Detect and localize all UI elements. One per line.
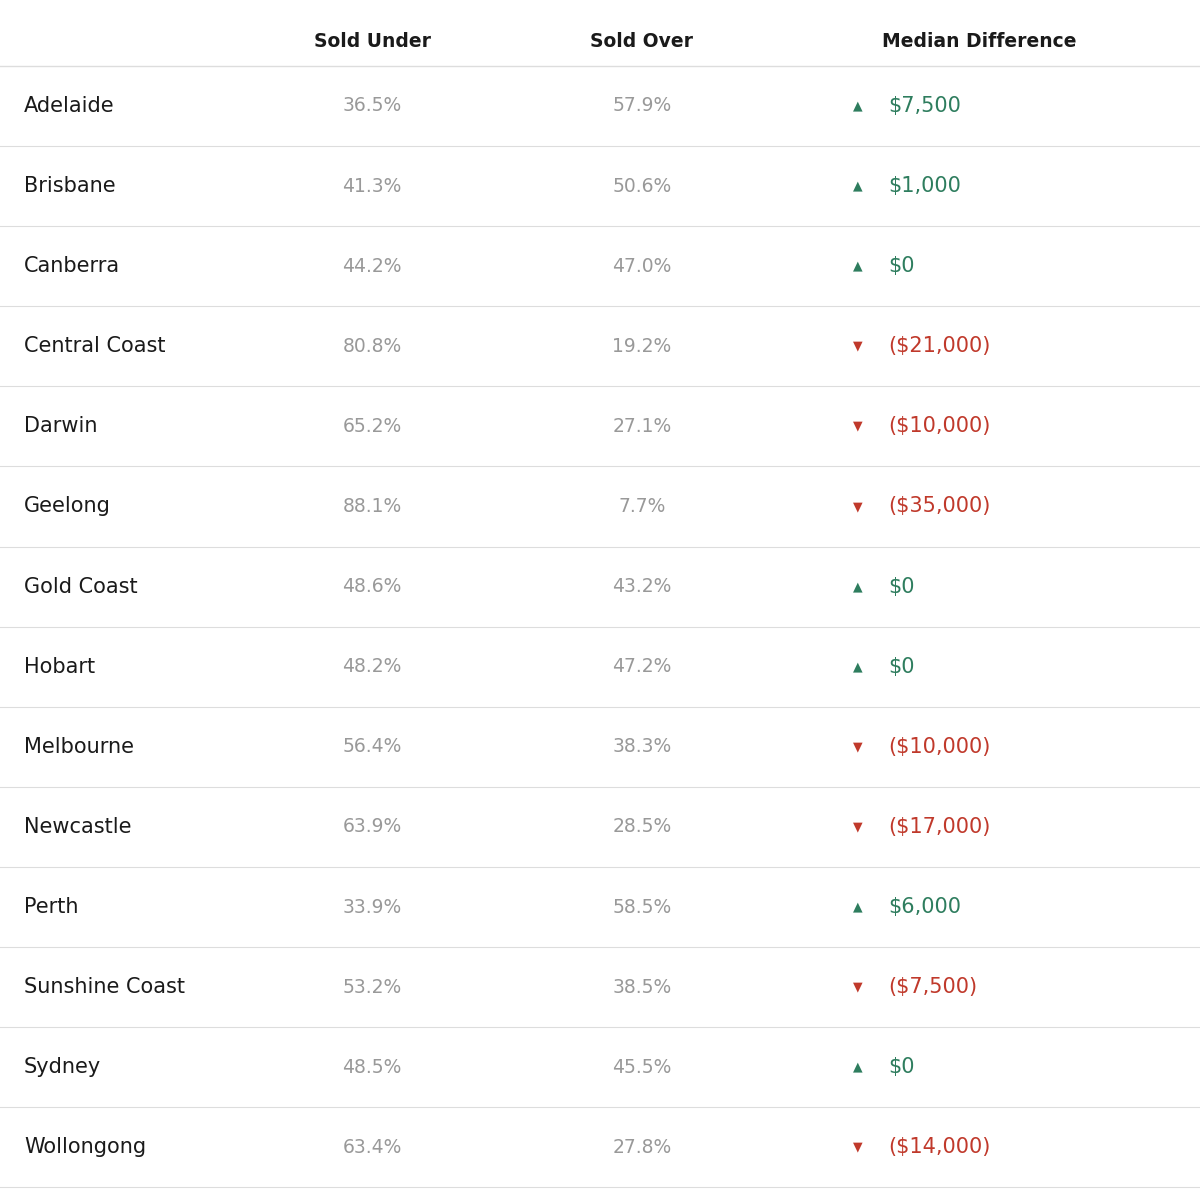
Text: 28.5%: 28.5% <box>612 818 672 837</box>
Text: Hobart: Hobart <box>24 657 95 676</box>
Text: Darwin: Darwin <box>24 417 97 437</box>
Text: 53.2%: 53.2% <box>342 978 402 997</box>
Text: 88.1%: 88.1% <box>342 497 402 516</box>
Text: 80.8%: 80.8% <box>342 336 402 356</box>
Text: 33.9%: 33.9% <box>342 898 402 917</box>
Text: ▼: ▼ <box>853 980 863 994</box>
Text: ($7,500): ($7,500) <box>888 977 977 997</box>
Text: Newcastle: Newcastle <box>24 816 132 837</box>
Text: ($35,000): ($35,000) <box>888 497 990 516</box>
Text: 56.4%: 56.4% <box>342 737 402 757</box>
Text: Wollongong: Wollongong <box>24 1137 146 1157</box>
Text: ▲: ▲ <box>853 99 863 113</box>
Text: Sydney: Sydney <box>24 1057 101 1077</box>
Text: ($17,000): ($17,000) <box>888 816 990 837</box>
Text: $0: $0 <box>888 577 914 596</box>
Text: 63.9%: 63.9% <box>342 818 402 837</box>
Text: ▼: ▼ <box>853 420 863 433</box>
Text: 44.2%: 44.2% <box>342 256 402 275</box>
Text: Gold Coast: Gold Coast <box>24 577 138 596</box>
Text: ▲: ▲ <box>853 581 863 593</box>
Text: 27.1%: 27.1% <box>612 417 672 436</box>
Text: ($10,000): ($10,000) <box>888 417 990 437</box>
Text: Sold Over: Sold Over <box>590 32 694 51</box>
Text: 65.2%: 65.2% <box>342 417 402 436</box>
Text: $7,500: $7,500 <box>888 96 961 116</box>
Text: 47.2%: 47.2% <box>612 657 672 676</box>
Text: 38.3%: 38.3% <box>612 737 672 757</box>
Text: 48.2%: 48.2% <box>342 657 402 676</box>
Text: $1,000: $1,000 <box>888 176 961 196</box>
Text: 48.6%: 48.6% <box>342 577 402 596</box>
Text: 48.5%: 48.5% <box>342 1058 402 1077</box>
Text: 47.0%: 47.0% <box>612 256 672 275</box>
Text: ▲: ▲ <box>853 180 863 193</box>
Text: ($14,000): ($14,000) <box>888 1137 990 1157</box>
Text: ($21,000): ($21,000) <box>888 336 990 357</box>
Text: 41.3%: 41.3% <box>342 176 402 195</box>
Text: 63.4%: 63.4% <box>342 1138 402 1156</box>
Text: ▼: ▼ <box>853 1141 863 1154</box>
Text: Melbourne: Melbourne <box>24 737 134 757</box>
Text: 27.8%: 27.8% <box>612 1138 672 1156</box>
Text: ▲: ▲ <box>853 260 863 273</box>
Text: Central Coast: Central Coast <box>24 336 166 357</box>
Text: 38.5%: 38.5% <box>612 978 672 997</box>
Text: Brisbane: Brisbane <box>24 176 115 196</box>
Text: 43.2%: 43.2% <box>612 577 672 596</box>
Text: Canberra: Canberra <box>24 256 120 277</box>
Text: 19.2%: 19.2% <box>612 336 672 356</box>
Text: Median Difference: Median Difference <box>882 32 1076 51</box>
Text: Geelong: Geelong <box>24 497 110 516</box>
Text: 7.7%: 7.7% <box>618 497 666 516</box>
Text: ▲: ▲ <box>853 1061 863 1074</box>
Text: 45.5%: 45.5% <box>612 1058 672 1077</box>
Text: 57.9%: 57.9% <box>612 97 672 115</box>
Text: 36.5%: 36.5% <box>342 97 402 115</box>
Text: $0: $0 <box>888 657 914 676</box>
Text: Sold Under: Sold Under <box>313 32 431 51</box>
Text: $6,000: $6,000 <box>888 897 961 917</box>
Text: ▼: ▼ <box>853 500 863 514</box>
Text: Perth: Perth <box>24 897 78 917</box>
Text: 58.5%: 58.5% <box>612 898 672 917</box>
Text: $0: $0 <box>888 256 914 277</box>
Text: ▲: ▲ <box>853 900 863 913</box>
Text: Adelaide: Adelaide <box>24 96 115 116</box>
Text: $0: $0 <box>888 1057 914 1077</box>
Text: ▼: ▼ <box>853 740 863 753</box>
Text: ▼: ▼ <box>853 820 863 833</box>
Text: ($10,000): ($10,000) <box>888 737 990 757</box>
Text: Sunshine Coast: Sunshine Coast <box>24 977 185 997</box>
Text: ▼: ▼ <box>853 340 863 353</box>
Text: ▲: ▲ <box>853 661 863 673</box>
Text: 50.6%: 50.6% <box>612 176 672 195</box>
